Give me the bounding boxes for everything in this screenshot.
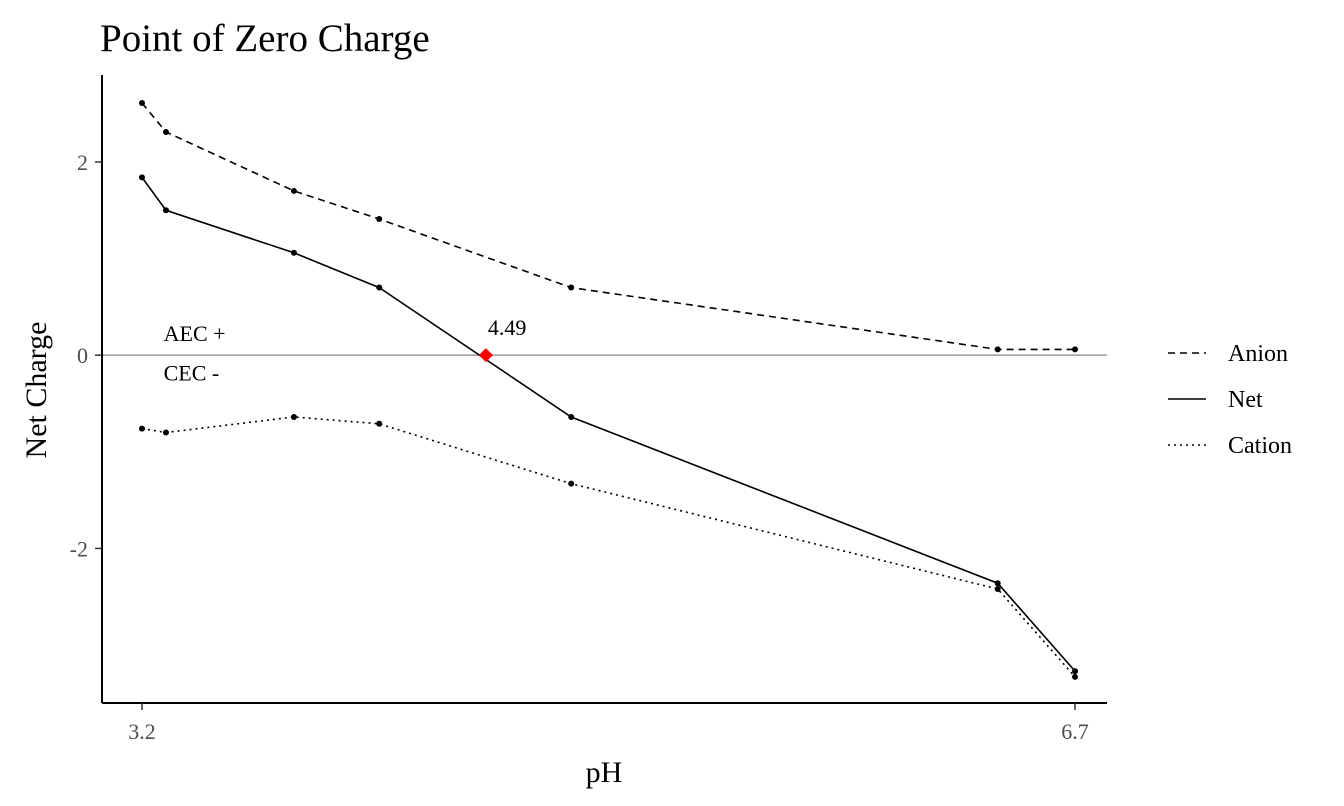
data-point-anion xyxy=(290,187,297,194)
series-line-net xyxy=(141,176,1076,672)
data-point-net xyxy=(162,207,169,214)
data-point-anion xyxy=(376,215,383,222)
data-point-cation xyxy=(138,425,145,432)
data-point-net xyxy=(376,284,383,291)
data-point-anion xyxy=(162,129,169,136)
legend-label-cation: Cation xyxy=(1228,433,1292,459)
y-axis-label: Net Charge xyxy=(20,322,53,459)
annotation-aec: AEC + xyxy=(164,321,226,346)
annotation-cec: CEC - xyxy=(164,360,220,385)
plot-area: 4.49 AEC + CEC - xyxy=(102,100,1107,680)
x-tick-label: 3.2 xyxy=(128,719,156,744)
y-tick-label: 0 xyxy=(77,343,88,368)
y-axis-ticks: -2 0 2 xyxy=(70,150,102,561)
zero-charge-marker xyxy=(478,348,493,363)
x-tick-label: 6.7 xyxy=(1061,719,1089,744)
legend-label-anion: Anion xyxy=(1228,341,1288,367)
data-point-cation xyxy=(376,420,383,427)
data-point-cation xyxy=(1072,673,1079,680)
data-point-net xyxy=(994,580,1001,587)
x-axis-ticks: 3.2 6.7 xyxy=(128,703,1089,744)
series-line-anion xyxy=(141,102,1075,351)
data-point-net xyxy=(568,414,575,421)
chart-title: Point of Zero Charge xyxy=(100,17,430,60)
data-point-net xyxy=(138,174,145,181)
data-point-anion xyxy=(138,100,145,107)
data-point-cation xyxy=(162,429,169,436)
data-point-anion xyxy=(1072,346,1079,353)
y-tick-label: -2 xyxy=(70,536,88,561)
data-point-anion xyxy=(994,346,1001,353)
data-point-cation xyxy=(568,480,575,487)
data-point-anion xyxy=(568,284,575,291)
data-point-cation xyxy=(994,585,1001,592)
data-point-net xyxy=(290,249,297,256)
zero-charge-label: 4.49 xyxy=(488,315,527,340)
legend: Anion Net Cation xyxy=(1168,341,1292,459)
x-axis-label: pH xyxy=(586,756,623,789)
data-point-cation xyxy=(290,414,297,421)
y-tick-label: 2 xyxy=(77,150,88,175)
data-point-net xyxy=(1072,668,1079,675)
series-line-cation xyxy=(141,416,1076,678)
legend-label-net: Net xyxy=(1228,387,1263,413)
